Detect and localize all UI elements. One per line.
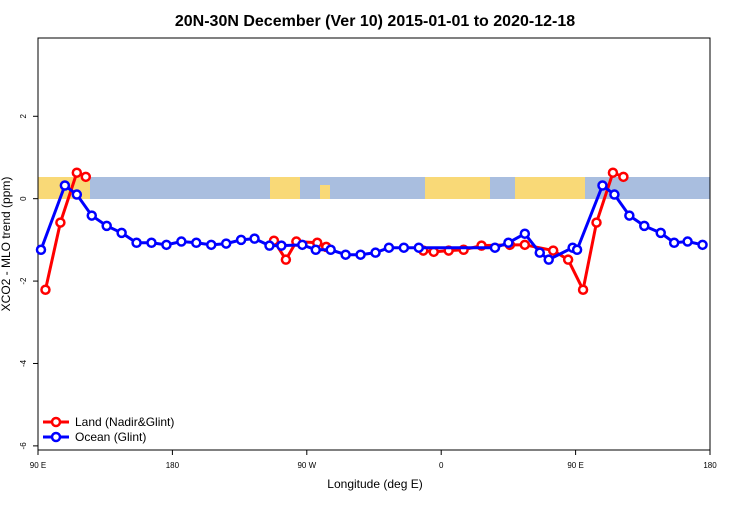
data-point	[618, 171, 629, 183]
land-patch	[320, 185, 330, 199]
plot-frame	[37, 37, 711, 451]
data-point	[562, 254, 574, 265]
series	[40, 167, 629, 295]
data-point	[161, 239, 172, 251]
land-patch	[270, 177, 300, 199]
data-point	[325, 244, 336, 256]
y-tick-label: -2	[19, 277, 28, 285]
data-point	[355, 249, 366, 260]
map-band	[38, 177, 710, 199]
y-tick-label: -4	[19, 359, 28, 367]
data-point	[547, 245, 559, 256]
data-point	[543, 254, 554, 265]
y-tick-label: 2	[19, 114, 28, 119]
data-point	[276, 240, 287, 251]
data-point	[607, 167, 619, 178]
legend-marker	[50, 416, 62, 428]
data-point	[40, 284, 51, 295]
data-point	[597, 180, 608, 191]
data-point	[116, 227, 127, 239]
data-point	[682, 236, 693, 247]
data-point	[571, 244, 583, 256]
data-point	[71, 167, 83, 178]
data-point	[398, 242, 410, 253]
data-point	[249, 233, 260, 244]
data-point	[35, 244, 47, 256]
data-point	[534, 247, 546, 258]
data-point	[577, 284, 589, 295]
data-point	[191, 237, 202, 249]
legend-label: Ocean (Glint)	[75, 430, 146, 444]
x-tick-label: 180	[166, 461, 180, 470]
data-point	[235, 234, 247, 246]
data-point	[370, 247, 381, 258]
data-point	[591, 217, 602, 228]
y-axis-label: XCO2 - MLO trend (ppm)	[0, 177, 13, 312]
data-point	[297, 239, 308, 251]
data-point	[220, 238, 232, 249]
data-point	[205, 239, 217, 251]
data-point	[503, 237, 514, 249]
chart-title: 20N-30N December (Ver 10) 2015-01-01 to …	[175, 13, 575, 30]
data-point	[55, 217, 66, 228]
data-point	[519, 239, 531, 251]
x-tick-label: 90 E	[30, 461, 46, 470]
y-tick-label: 0	[19, 196, 28, 201]
data-point	[80, 171, 92, 183]
data-point	[413, 242, 425, 253]
data-point	[176, 236, 187, 247]
data-point	[101, 220, 112, 232]
x-tick-label: 90 W	[297, 461, 316, 470]
data-point	[59, 180, 71, 191]
land-patch	[515, 177, 585, 199]
data-point	[71, 189, 83, 200]
data-point	[340, 249, 351, 260]
data-point	[310, 244, 322, 256]
series	[35, 180, 708, 265]
x-tick-label: 180	[703, 461, 717, 470]
data-point	[655, 227, 666, 239]
data-point	[489, 242, 501, 253]
data-point	[280, 254, 292, 265]
x-tick-label: 0	[439, 461, 444, 470]
data-point	[697, 239, 708, 251]
legend-marker	[50, 431, 62, 443]
land-patch	[425, 177, 490, 199]
data-point	[383, 242, 395, 253]
data-point	[86, 210, 98, 221]
data-point	[519, 228, 531, 239]
data-point	[264, 240, 275, 251]
data-point	[609, 189, 620, 200]
data-point	[668, 237, 680, 249]
data-point	[624, 210, 635, 221]
data-point	[639, 220, 650, 232]
data-point	[146, 237, 157, 249]
data-point	[131, 237, 142, 249]
x-axis-label: Longitude (deg E)	[327, 477, 422, 491]
legend-label: Land (Nadir&Glint)	[75, 415, 174, 429]
x-tick-label: 90 E	[567, 461, 583, 470]
y-tick-label: -6	[19, 442, 28, 450]
